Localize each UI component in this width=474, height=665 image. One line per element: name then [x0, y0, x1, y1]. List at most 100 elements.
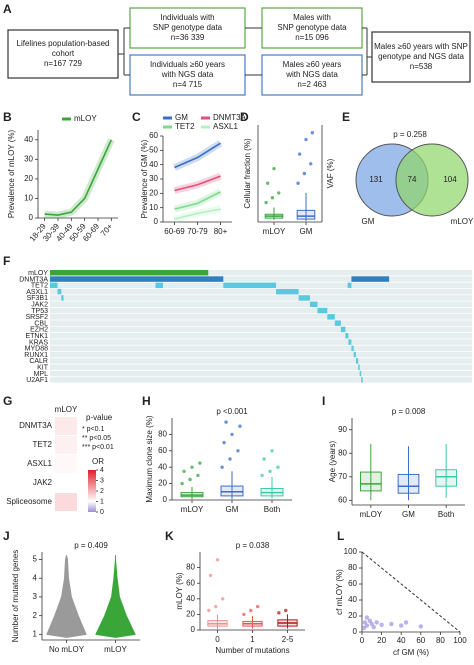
point	[399, 623, 404, 628]
cell	[55, 417, 77, 435]
y-axis-label: cf mLOY (%)	[335, 569, 344, 615]
row-background	[50, 288, 472, 295]
x-tick-label: 100	[453, 636, 467, 645]
row-background	[50, 351, 472, 358]
y-tick-label: 20	[186, 610, 195, 619]
alteration	[317, 307, 328, 314]
flow-text: n=2 463	[297, 80, 327, 89]
row-label: ASXL1	[27, 459, 52, 468]
point	[418, 624, 423, 629]
y-tick-label: 80	[338, 448, 347, 457]
colorbar-tick-label: 1	[100, 498, 104, 505]
point	[265, 181, 270, 185]
x-tick-label: 80	[436, 636, 445, 645]
colorbar-tick-label: 4	[100, 467, 104, 474]
annotation: p = 0.258	[393, 130, 427, 139]
venn-set-label: GM	[362, 217, 375, 226]
y-tick-label: 20	[348, 611, 357, 620]
alteration	[348, 339, 352, 345]
point	[277, 191, 281, 195]
flow-text: with NGS data	[161, 70, 214, 79]
x-tick-label: 0	[360, 636, 365, 645]
point	[238, 424, 242, 428]
alteration	[50, 282, 58, 289]
flow-box	[129, 54, 246, 96]
legend-label: mLOY	[74, 114, 97, 123]
alteration	[276, 288, 299, 295]
row-background	[50, 276, 472, 282]
y-tick-label: 80	[186, 563, 195, 572]
legend-label: TET2	[175, 122, 195, 131]
point	[182, 469, 186, 473]
y-tick-label: 2	[33, 611, 38, 620]
y-tick-label: 20	[24, 174, 33, 183]
flow-text: n=167 729	[44, 59, 83, 68]
flow-text: Males ≥60 years with SNP	[374, 42, 468, 51]
alteration	[351, 345, 354, 352]
point	[309, 162, 313, 166]
y-axis-label: Maximum clone size (%)	[145, 415, 154, 502]
box	[359, 471, 382, 492]
cell	[55, 455, 77, 473]
venn-count: 131	[369, 175, 383, 184]
x-tick-label: Both	[264, 505, 280, 514]
y-tick-label: 40	[149, 160, 158, 169]
x-tick-label: 70+	[99, 222, 115, 238]
alteration	[340, 326, 346, 333]
point	[374, 620, 379, 625]
point	[361, 625, 367, 631]
flow-text: n=36 339	[171, 33, 205, 42]
row-label: ETNK1	[25, 333, 48, 340]
box	[296, 209, 316, 220]
flow-text: SNP genotype data	[153, 23, 223, 32]
row-label: TET2	[31, 283, 48, 290]
point	[224, 420, 228, 424]
point	[222, 440, 226, 445]
flow-box	[261, 54, 363, 96]
alteration	[361, 377, 363, 383]
y-tick-label: 40	[158, 462, 167, 471]
alteration	[334, 320, 341, 326]
alteration	[358, 364, 360, 370]
x-tick-label: mLOY	[359, 510, 382, 519]
line	[44, 139, 113, 216]
point	[403, 620, 409, 625]
alteration	[353, 351, 356, 358]
y-tick-label: 20	[158, 479, 167, 488]
venn-count: 74	[408, 175, 417, 184]
row-label: DNMT3A	[19, 421, 53, 430]
point	[297, 152, 302, 156]
alteration	[57, 288, 62, 295]
box	[435, 469, 458, 487]
x-tick-label: No mLOY	[49, 645, 85, 654]
y-axis-label: Number of mutated genes	[11, 550, 20, 643]
panel-label: G	[3, 394, 12, 408]
row-label: MPL	[34, 371, 49, 378]
point	[277, 611, 281, 615]
row-background	[50, 301, 472, 307]
point	[236, 449, 240, 453]
legend-label: *** p<0.01	[82, 444, 114, 451]
cell	[55, 474, 77, 492]
annotation: p = 0.409	[74, 541, 108, 550]
panel-label: A	[3, 2, 12, 16]
point	[304, 137, 308, 142]
point	[276, 465, 280, 469]
panel-label: B	[3, 110, 12, 124]
row-label: JAK2	[33, 478, 53, 487]
row-label: Spliceosome	[6, 497, 52, 506]
x-tick-label: Both	[438, 510, 454, 519]
point	[268, 469, 272, 473]
x-tick-label: mLOY	[181, 505, 204, 514]
y-tick-label: 80	[348, 563, 357, 572]
point	[367, 618, 373, 623]
legend-label: ** p<0.05	[82, 435, 111, 442]
y-tick-label: 20	[149, 188, 158, 197]
x-axis-label: cf GM (%)	[393, 648, 429, 657]
y-tick-label: 1	[33, 629, 38, 638]
row-background	[50, 358, 472, 364]
flow-text: n=538	[410, 62, 433, 71]
point	[389, 621, 394, 627]
y-tick-label: 10	[149, 203, 158, 212]
